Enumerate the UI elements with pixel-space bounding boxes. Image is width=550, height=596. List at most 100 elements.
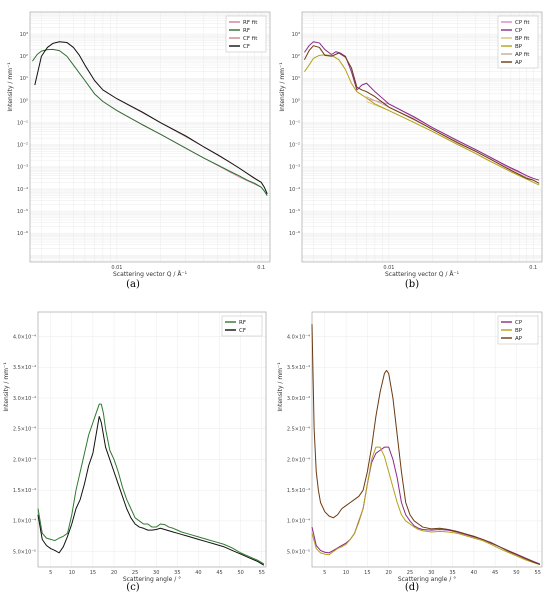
x-tick-label: 50 xyxy=(513,570,519,576)
legend-entry: BP xyxy=(515,328,523,334)
x-tick-label: 30 xyxy=(428,570,434,576)
x-tick-label: 0.1 xyxy=(529,265,537,271)
x-tick-label: 15 xyxy=(364,570,370,576)
x-tick-label: 55 xyxy=(259,570,265,576)
y-tick-label: 10⁻⁵ xyxy=(17,209,28,215)
series-line-bp xyxy=(304,54,540,186)
y-tick-label: 10⁻¹ xyxy=(17,120,28,126)
series-line-bp xyxy=(311,446,541,566)
x-tick-label: 5 xyxy=(323,570,326,576)
y-axis-title: Intensity / mm⁻¹ xyxy=(7,62,14,112)
series-line-ap xyxy=(311,324,541,566)
plot-frame xyxy=(37,311,267,568)
y-tick-label: 2.5×10⁻⁴ xyxy=(287,427,310,433)
y-tick-label: 5.0×10⁻⁵ xyxy=(13,549,36,555)
y-tick-label: 3.0×10⁻⁴ xyxy=(287,396,310,402)
x-tick-label: 35 xyxy=(449,570,455,576)
x-tick-label: 10 xyxy=(343,570,349,576)
x-tick-label: 45 xyxy=(492,570,498,576)
legend-entry: AP fit xyxy=(515,52,530,58)
x-tick-label: 50 xyxy=(237,570,243,576)
y-tick-label: 10⁰ xyxy=(292,98,300,104)
y-tick-label: 10⁻⁶ xyxy=(17,231,28,237)
panel-b: 0.01 0.1 10³ 10² 10¹ 10⁰ 10⁻¹ 10⁻² 10⁻³ 10⁻⁴ 10⁻⁵ 1… xyxy=(279,11,543,290)
x-tick-label: 0.01 xyxy=(111,265,122,271)
y-tick-label: 10⁻² xyxy=(17,143,28,149)
x-tick-label: 5 xyxy=(49,570,52,576)
x-tick-label: 55 xyxy=(535,570,541,576)
y-axis-title: Intensity / mm⁻¹ xyxy=(279,62,286,112)
x-tick-label: 0.1 xyxy=(257,265,265,271)
y-axis-title: Intensity / mm⁻¹ xyxy=(3,362,10,412)
y-tick-label: 10⁻⁶ xyxy=(289,231,300,237)
legend-box xyxy=(221,315,263,337)
x-tick-label: 20 xyxy=(385,570,391,576)
legend-entry: RF xyxy=(243,28,250,34)
panel-label: (c) xyxy=(126,582,140,593)
y-tick-label: 3.5×10⁻⁴ xyxy=(13,365,36,371)
x-tick-label: 15 xyxy=(90,570,96,576)
legend-entry: CF xyxy=(243,44,250,50)
y-tick-label: 10⁻³ xyxy=(289,165,300,171)
panel-label: (b) xyxy=(405,279,419,290)
series-line-rf xyxy=(37,403,265,565)
legend-box xyxy=(497,15,539,69)
y-tick-label: 2.0×10⁻⁴ xyxy=(287,457,310,463)
x-tick-label: 25 xyxy=(132,570,138,576)
legend-entry: RF xyxy=(239,320,246,326)
series-line-cf-fit xyxy=(116,98,262,183)
y-tick-label: 2.5×10⁻⁴ xyxy=(13,427,36,433)
legend-entry: CF fit xyxy=(243,36,258,42)
plot-frame xyxy=(301,11,543,263)
x-tick-label: 40 xyxy=(195,570,201,576)
panel-label: (d) xyxy=(405,582,419,593)
legend-entry: RF fit xyxy=(243,20,258,26)
panel-label: (a) xyxy=(126,279,140,290)
x-tick-label: 35 xyxy=(174,570,180,576)
series-line-cp xyxy=(304,41,540,181)
y-tick-label: 10⁻⁵ xyxy=(289,209,300,215)
x-tick-label: 45 xyxy=(216,570,222,576)
y-tick-label: 1.5×10⁻⁴ xyxy=(287,488,310,494)
y-axis-title: Intensity / mm⁻¹ xyxy=(277,362,284,412)
legend-entry: CP fit xyxy=(515,20,530,26)
y-tick-label: 10⁻³ xyxy=(17,165,28,171)
y-tick-label: 10² xyxy=(292,54,300,60)
panel-a: 0.01 0.1 10³ 10² 10¹ 10⁰ 10⁻¹ 10⁻² 10⁻³ 10⁻⁴ 10⁻⁵ 1… xyxy=(7,11,271,290)
x-tick-label: 40 xyxy=(471,570,477,576)
series-line-cf xyxy=(34,41,268,195)
y-tick-label: 4.0×10⁻⁴ xyxy=(287,334,310,340)
y-tick-label: 10⁻⁴ xyxy=(17,187,28,193)
legend-entry: BP xyxy=(515,44,523,50)
panel-c: 5 10 15 20 25 30 35 40 45 50 55 5.0×10⁻⁵ 1.0×10⁻⁴ 1.5… xyxy=(3,311,267,593)
legend-entry: CP xyxy=(515,320,523,326)
series-line-ap xyxy=(304,45,540,184)
x-tick-label: 30 xyxy=(153,570,159,576)
x-tick-label: 0.01 xyxy=(383,265,394,271)
y-tick-label: 4.0×10⁻⁴ xyxy=(13,334,36,340)
x-axis-title: Scattering vector Q / Å⁻¹ xyxy=(113,271,188,278)
y-tick-label: 10⁻² xyxy=(289,143,300,149)
legend-entry: BP fit xyxy=(515,36,530,42)
x-tick-label: 10 xyxy=(69,570,75,576)
x-tick-label: 25 xyxy=(407,570,413,576)
y-tick-label: 10⁻⁴ xyxy=(289,187,300,193)
legend-entry: AP xyxy=(515,60,523,66)
legend-entry: CP xyxy=(515,28,523,34)
y-tick-label: 3.5×10⁻⁴ xyxy=(287,365,310,371)
plot-frame xyxy=(29,11,271,263)
x-axis-title: Scattering angle / ° xyxy=(123,576,181,583)
panel-d: 5 10 15 20 25 30 35 40 45 50 55 5.0×10⁻⁵ 1.0×10⁻⁴ 1.5… xyxy=(277,311,543,593)
series-line-cf xyxy=(37,415,265,566)
legend-entry: CF xyxy=(239,328,246,334)
plot-frame xyxy=(311,311,543,568)
x-axis-title: Scattering angle / ° xyxy=(398,576,456,583)
y-tick-label: 1.0×10⁻⁴ xyxy=(13,519,36,525)
y-tick-label: 2.0×10⁻⁴ xyxy=(13,457,36,463)
x-axis-title: Scattering vector Q / Å⁻¹ xyxy=(385,271,460,278)
y-tick-label: 10⁰ xyxy=(20,98,28,104)
y-tick-label: 10⁻¹ xyxy=(289,120,300,126)
y-tick-label: 3.0×10⁻⁴ xyxy=(13,396,36,402)
series-line-rf xyxy=(32,48,268,196)
